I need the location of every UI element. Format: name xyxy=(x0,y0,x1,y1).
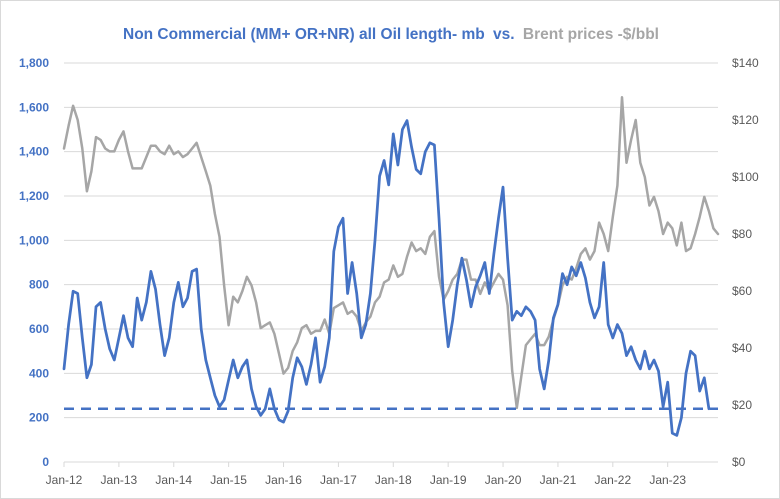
brent-price-line xyxy=(62,95,720,410)
x-axis-tick-label: Jan-23 xyxy=(649,473,686,487)
x-axis-tick-label: Jan-20 xyxy=(485,473,522,487)
left-axis-tick-label: 1,600 xyxy=(19,100,49,114)
left-axis-tick-label: 200 xyxy=(29,411,49,425)
x-axis-tick-label: Jan-18 xyxy=(375,473,412,487)
x-axis-tick-label: Jan-13 xyxy=(101,473,138,487)
left-axis-tick-label: 1,400 xyxy=(19,145,49,159)
right-axis-tick-label: $100 xyxy=(732,170,759,184)
left-axis-tick-label: 1,000 xyxy=(19,233,49,247)
x-axis-tick-label: Jan-17 xyxy=(320,473,357,487)
right-axis-tick-label: $40 xyxy=(732,341,752,355)
right-axis-tick-label: $60 xyxy=(732,284,752,298)
x-axis-tick-label: Jan-12 xyxy=(46,473,83,487)
left-axis-tick-label: 800 xyxy=(29,278,49,292)
x-axis-tick-label: Jan-19 xyxy=(430,473,467,487)
non-commercial-length-line xyxy=(62,119,711,437)
right-axis-tick-label: $20 xyxy=(732,398,752,412)
chart-title-secondary: Brent prices -$/bbl xyxy=(523,26,659,43)
x-axis-tick-label: Jan-22 xyxy=(594,473,631,487)
left-axis-tick-label: 600 xyxy=(29,322,49,336)
x-axis-tick-label: Jan-15 xyxy=(210,473,247,487)
chart-title-joiner: vs. xyxy=(493,26,515,43)
left-axis-ticks: 0 200 400 600 800 1,000 1,200 1,400 1,600 1,800 xyxy=(19,56,49,469)
right-axis-tick-label: $120 xyxy=(732,113,759,127)
chart-title-main: Non Commercial (MM+ OR+NR) all Oil lengt… xyxy=(123,26,485,43)
gridlines xyxy=(64,62,718,463)
x-axis-tick-label: Jan-21 xyxy=(540,473,577,487)
x-axis-ticks: Jan-12 Jan-13 Jan-14 Jan-15 Jan-16 Jan-17 Jan-… xyxy=(46,462,686,487)
x-axis-tick-label: Jan-14 xyxy=(155,473,192,487)
left-axis-tick-label: 400 xyxy=(29,366,49,380)
series-layer xyxy=(62,95,720,437)
left-axis-tick-label: 0 xyxy=(42,455,49,469)
left-axis-tick-label: 1,800 xyxy=(19,56,49,70)
chart-title: Non Commercial (MM+ OR+NR) all Oil lengt… xyxy=(123,26,659,43)
right-axis-ticks: $0 $20 $40 $60 $80 $100 $120 $140 xyxy=(732,56,759,469)
right-axis-tick-label: $0 xyxy=(732,455,746,469)
right-axis-tick-label: $80 xyxy=(732,227,752,241)
left-axis-tick-label: 1,200 xyxy=(19,189,49,203)
x-axis-tick-label: Jan-16 xyxy=(265,473,302,487)
right-axis-tick-label: $140 xyxy=(732,56,759,70)
